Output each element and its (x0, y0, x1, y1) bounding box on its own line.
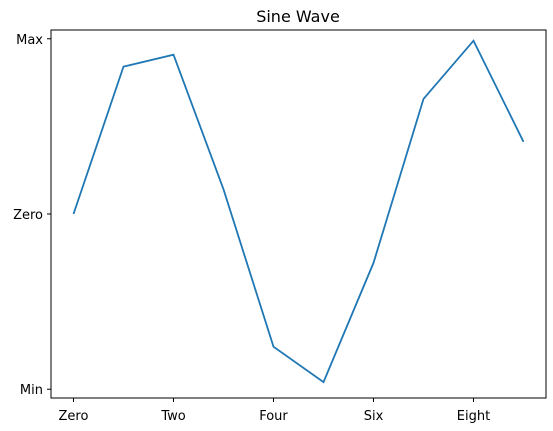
x-tick-label: Two (160, 409, 185, 424)
chart-title: Sine Wave (256, 7, 340, 26)
x-tick-label: Four (259, 409, 288, 424)
y-tick-label: Min (20, 383, 43, 398)
y-tick-label: Max (16, 33, 43, 48)
x-tick-label: Eight (457, 409, 490, 424)
plot-area-frame (50, 29, 547, 399)
x-tick-label: Zero (59, 409, 89, 424)
y-tick-label: Zero (13, 208, 43, 223)
data-points (73, 41, 523, 382)
sine-series-line (72, 39, 525, 384)
x-tick-label: Six (364, 409, 384, 424)
axis-ticks: Zero Two Four Six Eight Min Zero Max (13, 33, 490, 424)
